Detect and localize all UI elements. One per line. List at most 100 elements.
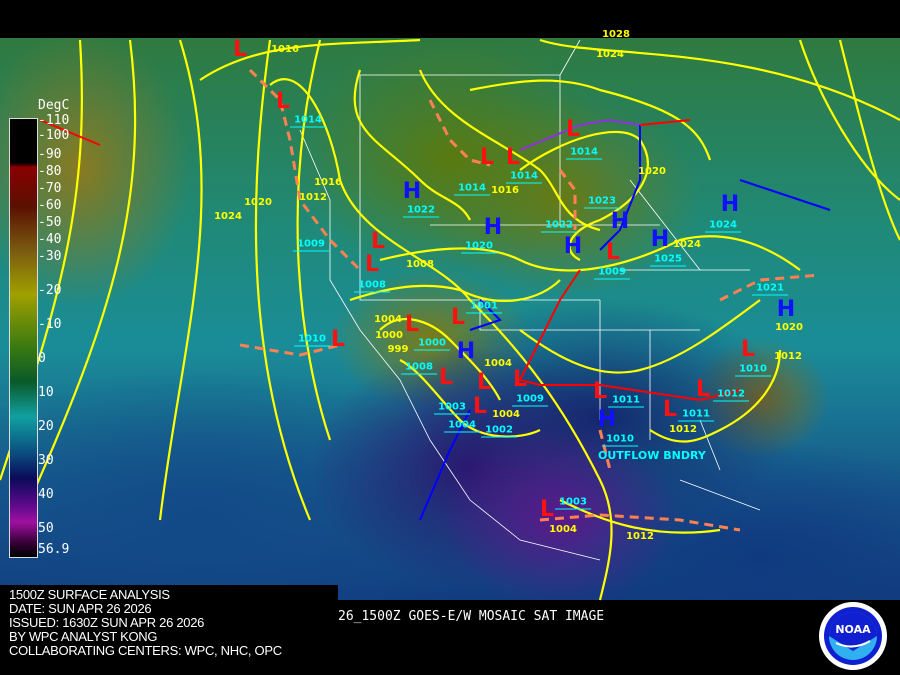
isobar-label: 1012: [299, 192, 327, 203]
high-pressure-center: H: [650, 227, 670, 252]
isobar-label: 1004: [484, 358, 512, 369]
analysis-date: DATE: SUN APR 26 2026: [9, 601, 152, 616]
isobar-label: 1024: [214, 211, 242, 222]
high-pressure-center: H: [563, 234, 583, 259]
scale-tick: -30: [38, 249, 62, 264]
low-pressure-center: L: [512, 367, 528, 392]
low-pressure-center: L: [539, 497, 555, 522]
collaborating-centers: COLLABORATING CENTERS: WPC, NHC, OPC: [9, 643, 282, 658]
central-pressure-label: 1011: [678, 409, 714, 422]
isobar-label: 1004: [374, 314, 402, 325]
scale-tick: 0: [38, 351, 46, 366]
central-pressure-label: 1014: [566, 147, 602, 160]
central-pressure-label: 1009: [594, 267, 630, 280]
scale-tick: -40: [38, 232, 62, 247]
central-pressure-label: 1008: [401, 362, 437, 375]
low-pressure-center: L: [330, 327, 346, 352]
low-pressure-center: L: [592, 379, 608, 404]
central-pressure-label: 1001: [466, 301, 502, 314]
scale-tick: 40: [38, 487, 54, 502]
cold-front: [739, 179, 831, 211]
scale-tick: -20: [38, 283, 62, 298]
central-pressure-label: 1004: [444, 420, 480, 433]
isobar-label: 1012: [669, 424, 697, 435]
isobar-label: 1016: [271, 44, 299, 55]
warm-front: [518, 269, 741, 402]
high-pressure-center: H: [402, 179, 422, 204]
isobar-label: 1016: [491, 185, 519, 196]
scale-tick: 10: [38, 385, 54, 400]
troughs: [239, 68, 821, 532]
low-pressure-center: L: [605, 240, 621, 265]
low-pressure-center: L: [479, 145, 495, 170]
scale-tick: -70: [38, 181, 62, 196]
scale-tick: -10: [38, 317, 62, 332]
political-boundaries: [299, 39, 761, 561]
central-pressure-label: 1000: [414, 338, 450, 351]
central-pressure-label: 1011: [608, 395, 644, 408]
central-pressure-label: 1020: [461, 241, 497, 254]
low-pressure-center: L: [364, 252, 380, 277]
noaa-logo: NOAA: [819, 602, 887, 670]
low-pressure-center: L: [450, 305, 466, 330]
central-pressure-label: 1014: [506, 171, 542, 184]
outflow-boundary-label: OUTFLOW BNDRY: [598, 449, 706, 462]
scale-tick: -90: [38, 147, 62, 162]
noaa-logo-text: NOAA: [835, 623, 871, 636]
isobar-label: 1020: [638, 166, 666, 177]
isobar-label: 1020: [775, 322, 803, 333]
isobar-label: 999: [387, 344, 409, 355]
isobar-label: 1016: [314, 177, 342, 188]
central-pressure-label: 1025: [650, 254, 686, 267]
low-pressure-center: L: [695, 377, 711, 402]
occluded-front: [519, 118, 641, 151]
isobar-label: 1004: [492, 409, 520, 420]
scale-tick: -50: [38, 215, 62, 230]
isobar-label: 1004: [549, 524, 577, 535]
temperature-color-scale: [9, 118, 38, 558]
high-pressure-center: H: [456, 339, 476, 364]
central-pressure-label: 1002: [481, 425, 517, 438]
central-pressure-label: 1008: [354, 280, 390, 293]
central-pressure-label: 1014: [290, 115, 326, 128]
scale-tick: -80: [38, 164, 62, 179]
isobar-label: 1012: [774, 351, 802, 362]
central-pressure-label: 1009: [293, 239, 329, 252]
low-pressure-center: L: [370, 229, 386, 254]
scale-tick: 30: [38, 453, 54, 468]
analysis-title: 1500Z SURFACE ANALYSIS: [9, 587, 170, 602]
high-pressure-center: H: [776, 297, 796, 322]
central-pressure-label: 1024: [705, 220, 741, 233]
central-pressure-label: 1003: [434, 402, 470, 415]
central-pressure-label: 1003: [555, 497, 591, 510]
scale-tick: -100: [38, 128, 70, 143]
central-pressure-label: 1010: [602, 434, 638, 447]
warm-front: [39, 119, 101, 146]
isobar-label: 1008: [406, 259, 434, 270]
central-pressure-label: 1022: [541, 220, 577, 233]
satellite-image-label: 26_1500Z GOES-E/W MOSAIC SAT IMAGE: [338, 609, 605, 624]
low-pressure-center: L: [505, 145, 521, 170]
isobar-label: 1024: [673, 239, 701, 250]
low-pressure-center: L: [565, 117, 581, 142]
fronts: [39, 118, 831, 521]
scale-tick: 20: [38, 419, 54, 434]
isobars: [0, 38, 900, 601]
low-pressure-center: L: [472, 394, 488, 419]
isobar-label: 1028: [602, 29, 630, 40]
high-pressure-center: H: [597, 407, 617, 432]
high-pressure-center: H: [720, 192, 740, 217]
high-pressure-center: H: [610, 209, 630, 234]
low-pressure-center: L: [476, 370, 492, 395]
central-pressure-label: 1021: [752, 283, 788, 296]
low-pressure-center: L: [662, 397, 678, 422]
central-pressure-label: 1010: [735, 364, 771, 377]
scale-tick: 50: [38, 521, 54, 536]
scale-tick: 56.9: [38, 542, 70, 557]
analysis-info-panel: 1500Z SURFACE ANALYSIS DATE: SUN APR 26 …: [0, 585, 338, 675]
cold-front: [599, 125, 641, 251]
central-pressure-label: 1012: [713, 389, 749, 402]
scale-tick: -110: [38, 113, 70, 128]
